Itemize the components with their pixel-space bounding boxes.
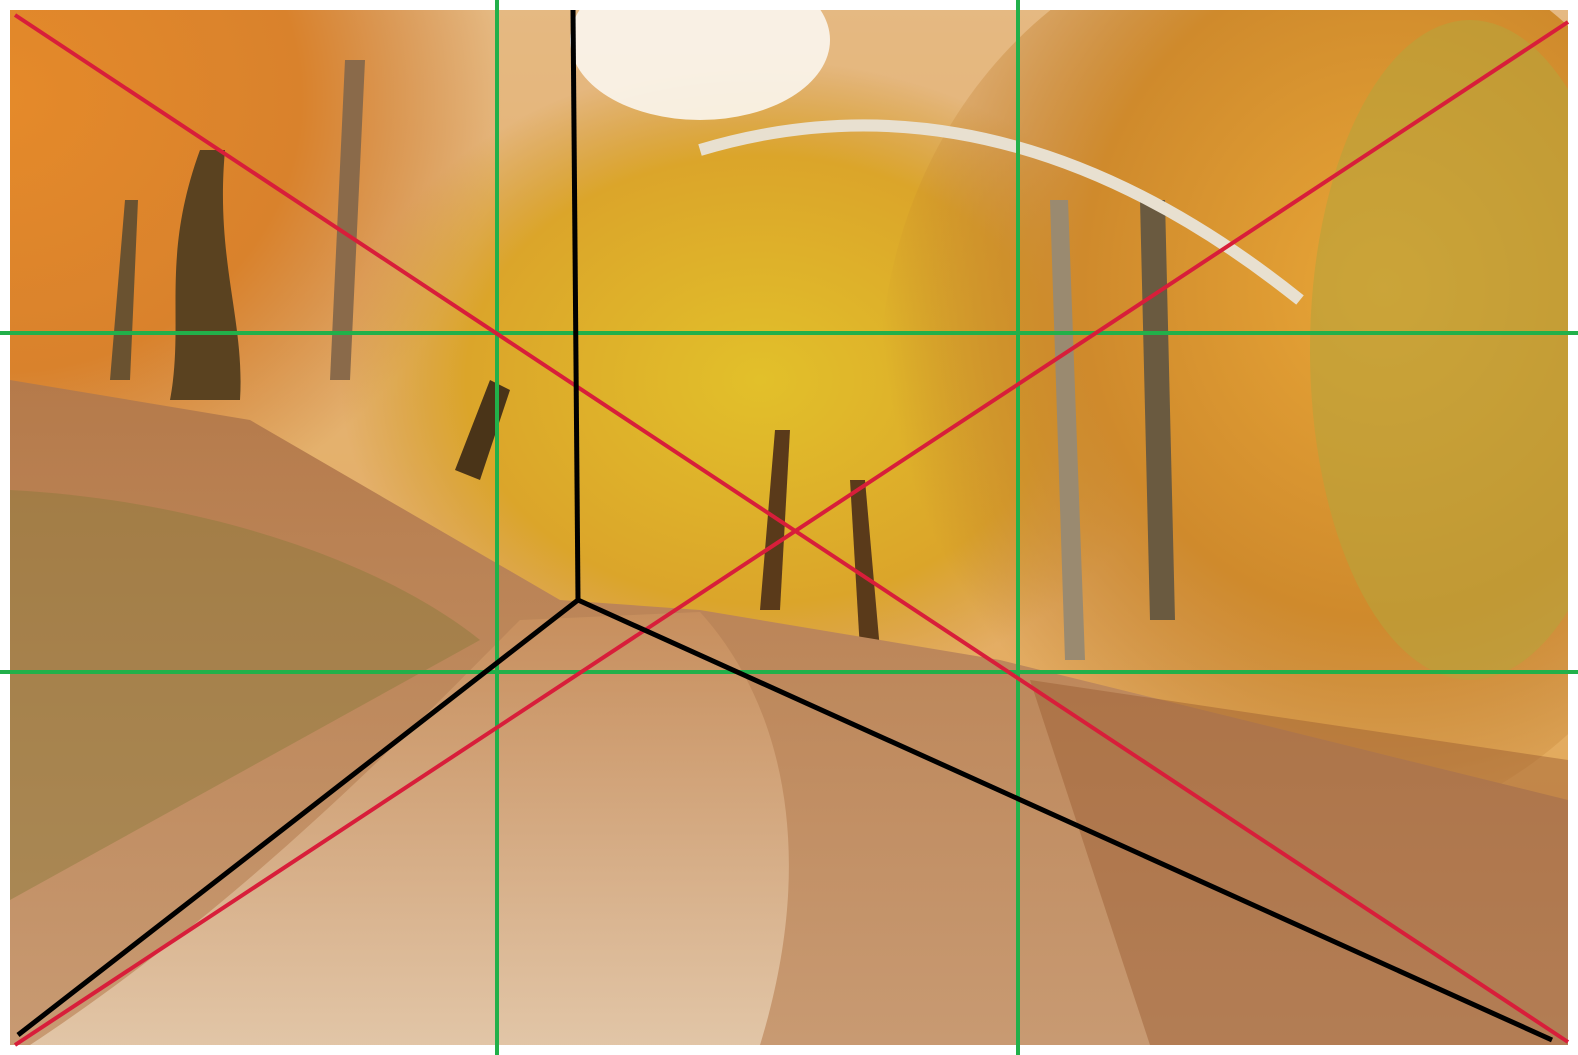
photo [0, 0, 1578, 1045]
photo-with-composition-guides [0, 0, 1578, 1055]
page [0, 0, 1578, 1055]
